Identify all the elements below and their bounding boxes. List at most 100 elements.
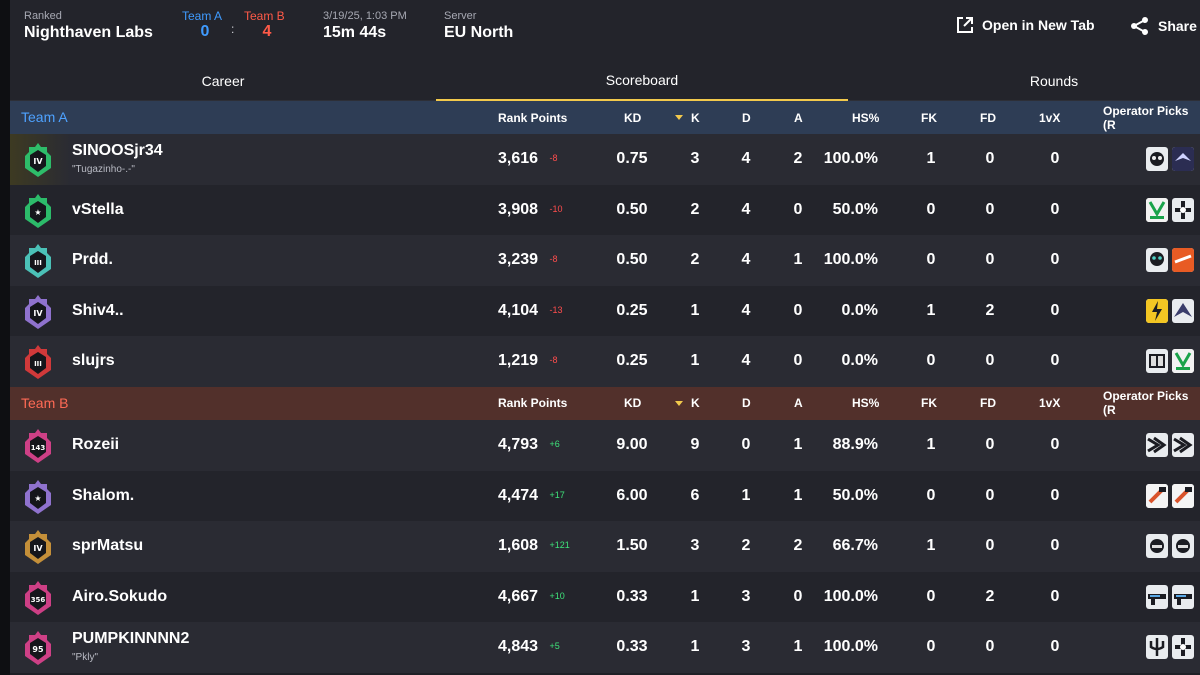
k-value: 6 [690,486,700,504]
fk-header[interactable]: FK [921,110,937,125]
op-cross-icon[interactable] [1172,635,1194,660]
fk-value: 0 [926,352,936,370]
d-header[interactable]: D [742,110,751,125]
op-wing-icon[interactable] [1172,298,1194,323]
d-header[interactable]: D [742,396,751,411]
op-green-emblem-icon[interactable] [1146,197,1168,222]
op-helmet-icon[interactable] [1172,534,1194,559]
op-skull-icon[interactable] [1146,248,1168,273]
team-a-header-row: Team A Rank Points KD HS% FK FD 1vX Operator Pi… [10,101,1200,134]
share-button[interactable]: Share [1130,16,1197,36]
op-cross-icon[interactable] [1172,197,1194,222]
op-helmet-icon[interactable] [1146,534,1168,559]
k-value: 3 [690,150,700,167]
fk-header[interactable]: FK [921,396,937,411]
player-name[interactable]: slujrs [72,352,115,370]
op-mask-icon[interactable] [1146,147,1168,171]
op-book-icon[interactable] [1146,349,1168,374]
onevx-header[interactable]: 1vX [1039,396,1061,411]
rank-badge-icon: III [24,243,52,279]
d-value: 4 [741,200,751,218]
rank-badge-icon: IV [24,529,52,565]
team-b-header-row: Team B Rank Points KD HS% FK FD 1vX Operator Pi… [10,386,1200,420]
player-row[interactable]: 356 Airo.Sokudo 4,667 +10 0.33 1 3 0 0 2 0 100.0% [10,571,1200,623]
rank-points-header[interactable]: Rank Points [498,110,568,125]
rank-points-header[interactable]: Rank Points [498,396,568,411]
player-name[interactable]: Airo.Sokudo [72,587,168,605]
player-name[interactable]: Prdd. [72,251,113,269]
op-hammer-icon[interactable] [1172,483,1194,508]
match-duration: 15m 44s [323,24,387,41]
op-green-emblem-icon[interactable] [1172,349,1194,374]
operator-picks-header[interactable]: Operator Picks (R [1103,389,1189,418]
operator-picks-header[interactable]: Operator Picks (R [1103,103,1189,132]
svg-text:III: III [34,259,42,267]
d-value: 4 [741,301,751,319]
player-row[interactable]: ★ vStella 3,908 -10 0.50 2 4 0 0 0 0 50.0% [10,184,1200,236]
op-orange-icon[interactable] [1172,248,1194,273]
match-datetime: 3/19/25, 1:03 PM [323,10,407,22]
op-trident-icon[interactable] [1146,635,1168,660]
player-name[interactable]: Rozeii [72,435,120,453]
player-name[interactable]: SINOOSjr34 [72,142,163,159]
player-name[interactable]: Shiv4.. [72,301,124,319]
tab-rounds[interactable]: Rounds [1029,72,1079,89]
rank-points-delta: +5 [549,641,560,652]
tab-scoreboard[interactable]: Scoreboard [436,60,848,101]
kd-value: 9.00 [616,435,648,453]
op-hammer-icon[interactable] [1146,483,1168,508]
player-row[interactable]: IV sprMatsu 1,608 +121 1.50 3 2 2 1 0 0 66.7% [10,521,1200,572]
team-b-score: 4 [262,23,272,40]
kd-value: 0.33 [616,638,648,656]
hs-value: 100.0% [823,150,878,167]
hs-header[interactable]: HS% [852,110,880,125]
player-row[interactable]: 143 Rozeii 4,793 +6 9.00 9 0 1 1 0 0 88.9% [10,419,1200,471]
fd-header[interactable]: FD [980,110,996,125]
player-row[interactable]: IV SINOOSjr34 "Tugazinho-.-" 3,616 -8 0.75 3 4 2… [10,134,1200,185]
fk-value: 0 [926,638,936,656]
onevx-value: 0 [1050,150,1060,167]
share-icon [1130,16,1150,36]
player-row[interactable]: III slujrs 1,219 -8 0.25 1 4 0 0 0 0 0.0% [10,336,1200,387]
player-name[interactable]: Shalom. [72,486,135,504]
a-header[interactable]: A [794,396,803,411]
op-gun-icon[interactable] [1172,584,1194,609]
player-row[interactable]: ★ Shalom. 4,474 +17 6.00 6 1 1 0 0 0 50.0% [10,470,1200,522]
a-value: 0 [793,587,803,605]
rank-points-delta: -10 [549,203,563,214]
rank-badge-icon: ★ [24,193,52,229]
k-header[interactable]: K [675,387,700,420]
k-header[interactable]: K [675,101,700,134]
player-row[interactable]: 95 PUMPKINNNN2 "Pkly" 4,843 +5 0.33 1 3 1 0 0 0 100.… [10,622,1200,673]
hs-value: 100.0% [823,251,878,269]
onevx-header[interactable]: 1vX [1039,110,1061,125]
op-claw-icon[interactable] [1172,432,1194,457]
svg-text:III: III [34,360,42,368]
player-name[interactable]: PUMPKINNNN2 [72,630,190,648]
op-yellow-bolt-icon[interactable] [1146,298,1168,323]
player-row[interactable]: III Prdd. 3,239 -8 0.50 2 4 1 0 0 0 100.0% [10,235,1200,286]
open-new-tab-button[interactable]: Open in New Tab [956,16,1095,34]
d-value: 3 [741,587,751,605]
rank-badge-icon: 95 [24,630,52,666]
tab-career[interactable]: Career [201,72,245,89]
op-bird-icon[interactable] [1172,147,1194,171]
player-name[interactable]: vStella [72,200,124,218]
fd-header[interactable]: FD [980,396,996,411]
op-gun-icon[interactable] [1146,584,1168,609]
k-value: 2 [690,200,700,218]
hs-value: 100.0% [823,638,878,656]
rank-badge-icon: IV [24,142,52,178]
player-row[interactable]: IV Shiv4.. 4,104 -13 0.25 1 4 0 1 2 0 0.0% [10,285,1200,337]
kd-value: 0.50 [616,251,648,269]
player-nickname: "Tugazinho-.-" [72,164,135,175]
svg-text:★: ★ [34,494,41,503]
player-name[interactable]: sprMatsu [72,537,144,555]
match-header: Ranked Nighthaven Labs Team A 0 : Team B… [10,0,1200,60]
kd-header[interactable]: KD [624,110,642,125]
rank-badge-icon: 143 [24,428,52,464]
op-claw-icon[interactable] [1146,432,1168,457]
a-header[interactable]: A [794,110,803,125]
hs-header[interactable]: HS% [852,396,880,411]
kd-header[interactable]: KD [624,396,642,411]
